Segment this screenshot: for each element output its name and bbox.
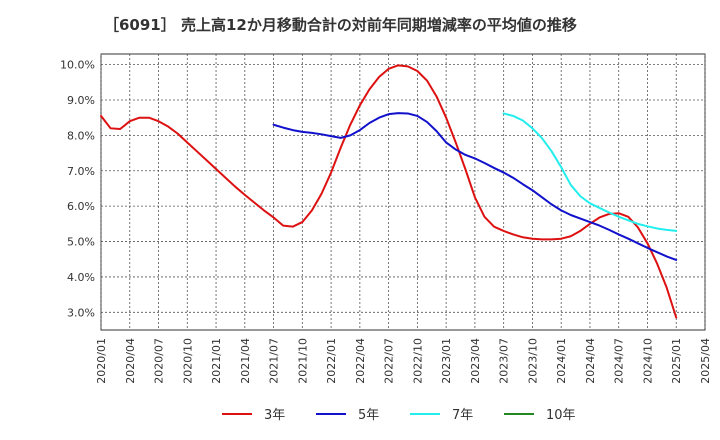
legend-label: 10年 <box>546 408 576 423</box>
x-tick-label: 2020/04 <box>124 338 137 384</box>
legend-item-7年: 7年 <box>410 408 473 423</box>
legend-label: 7年 <box>452 408 473 423</box>
y-tick-label: 5.0% <box>67 236 95 249</box>
plot-area <box>100 53 706 331</box>
legend-label: 5年 <box>358 408 379 423</box>
x-tick-label: 2025/04 <box>699 338 712 384</box>
x-tick-label: 2025/01 <box>670 338 683 384</box>
y-tick-label: 6.0% <box>67 200 95 213</box>
x-tick-label: 2021/07 <box>268 338 281 384</box>
series-lines <box>100 64 678 319</box>
y-tick-label: 10.0% <box>60 59 95 72</box>
y-tick-label: 8.0% <box>67 129 95 142</box>
x-tick-label: 2024/01 <box>555 338 568 384</box>
legend-item-3年: 3年 <box>222 408 285 423</box>
x-tick-label: 2024/04 <box>584 338 597 384</box>
chart-title: ［6091］ 売上高12か月移動合計の対前年同期増減率の平均値の推移 <box>104 16 577 34</box>
x-tick-label: 2020/10 <box>181 338 194 384</box>
x-tick-label: 2024/10 <box>641 338 654 384</box>
y-axis-ticks: 3.0% 4.0% 5.0% 6.0% 7.0% 8.0% 9.0% 10.0% <box>60 59 95 320</box>
y-tick-label: 7.0% <box>67 165 95 178</box>
x-tick-label: 2021/01 <box>210 338 223 384</box>
x-tick-label: 2020/07 <box>153 338 166 384</box>
series-line-7年 <box>502 112 678 232</box>
x-tick-label: 2023/04 <box>469 338 482 384</box>
x-tick-label: 2023/07 <box>498 338 511 384</box>
x-tick-label: 2022/01 <box>325 338 338 384</box>
y-tick-label: 3.0% <box>67 306 95 319</box>
legend-item-10年: 10年 <box>504 408 576 423</box>
x-axis-ticks: 2020/01 2020/04 2020/07 2020/10 2021/01 2021/… <box>95 338 712 384</box>
x-tick-label: 2022/10 <box>411 338 424 384</box>
x-tick-label: 2024/07 <box>613 338 626 384</box>
y-tick-label: 4.0% <box>67 271 95 284</box>
series-line-3年 <box>100 64 678 319</box>
grid <box>100 54 706 330</box>
x-tick-label: 2021/10 <box>296 338 309 384</box>
x-tick-label: 2022/07 <box>383 338 396 384</box>
legend-label: 3年 <box>264 408 285 423</box>
legend-item-5年: 5年 <box>316 408 379 423</box>
x-tick-label: 2022/04 <box>354 338 367 384</box>
x-tick-label: 2023/10 <box>526 338 539 384</box>
x-tick-label: 2023/01 <box>440 338 453 384</box>
legend: 3年 5年 7年 10年 <box>222 408 576 423</box>
y-tick-label: 9.0% <box>67 94 95 107</box>
x-tick-label: 2021/04 <box>239 338 252 384</box>
x-tick-label: 2020/01 <box>95 338 108 384</box>
series-line-5年 <box>272 112 678 261</box>
